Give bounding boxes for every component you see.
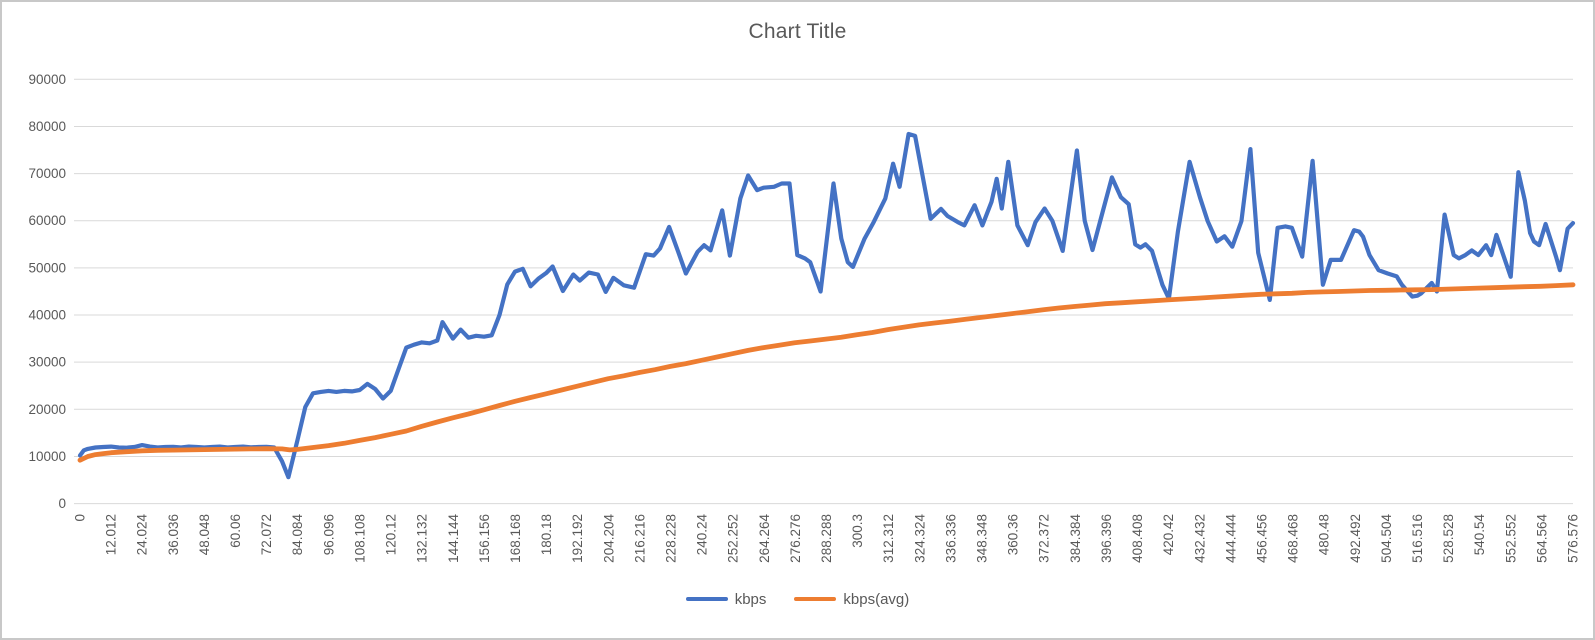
series-line-kbps	[77, 131, 1576, 480]
x-tick-label: 420.42	[1161, 514, 1176, 555]
x-tick-label: 360.36	[1006, 514, 1021, 555]
x-tick-label: 96.096	[321, 514, 336, 555]
x-tick-label: 336.336	[943, 514, 958, 563]
x-tick-label: 384.384	[1068, 514, 1083, 563]
x-tick-label: 396.396	[1099, 514, 1114, 563]
x-tick-label: 324.324	[912, 514, 927, 563]
x-tick-label: 288.288	[819, 514, 834, 563]
x-tick-label: 132.132	[415, 514, 430, 563]
x-tick-label: 48.048	[197, 514, 212, 555]
x-tick-label: 0	[73, 514, 88, 522]
y-tick-label: 60000	[28, 213, 66, 228]
chart-title: Chart Title	[748, 20, 847, 43]
x-tick-label: 540.54	[1472, 514, 1487, 556]
x-tick-label: 348.348	[975, 514, 990, 563]
x-tick-label: 72.072	[259, 514, 274, 555]
x-tick-label: 264.264	[757, 514, 772, 563]
y-tick-label: 80000	[28, 119, 66, 134]
y-tick-label: 90000	[28, 72, 66, 87]
legend-item-kbps: kbps	[685, 590, 767, 608]
x-tick-label: 480.48	[1317, 514, 1332, 555]
x-tick-label: 60.06	[228, 514, 243, 548]
x-tick-label: 552.552	[1503, 514, 1518, 563]
legend-item-kbps-avg: kbps(avg)	[794, 591, 909, 608]
x-tick-label: 312.312	[881, 514, 896, 563]
chart-legend: kbps kbps(avg)	[2, 586, 1593, 612]
y-tick-label: 20000	[28, 402, 66, 417]
legend-label-kbps: kbps	[734, 590, 767, 608]
x-tick-label: 252.252	[726, 514, 741, 563]
x-tick-label: 144.144	[446, 514, 461, 563]
x-tick-label: 528.528	[1441, 514, 1456, 563]
x-tick-label: 156.156	[477, 514, 492, 563]
x-tick-label: 36.036	[166, 514, 181, 555]
y-tick-label: 40000	[28, 308, 66, 323]
x-tick-label: 204.204	[601, 514, 616, 563]
y-tick-label: 70000	[28, 166, 66, 181]
x-tick-label: 228.228	[663, 514, 678, 563]
x-tick-label: 564.564	[1534, 514, 1549, 563]
kbps-avg-line-swatch-icon	[794, 596, 837, 602]
x-tick-label: 180.18	[539, 514, 554, 555]
legend-label-kbps-avg: kbps(avg)	[843, 590, 910, 608]
x-tick-label: 120.12	[384, 514, 399, 555]
x-tick-label: 192.192	[570, 514, 585, 563]
y-tick-label: 10000	[28, 449, 66, 464]
x-tick-label: 504.504	[1379, 514, 1394, 563]
x-tick-label: 300.3	[850, 514, 865, 548]
x-tick-label: 372.372	[1037, 514, 1052, 563]
x-tick-label: 468.468	[1286, 514, 1301, 563]
x-tick-label: 432.432	[1192, 514, 1207, 563]
x-tick-label: 24.024	[135, 514, 150, 556]
y-tick-label: 50000	[28, 260, 66, 275]
kbps-line-swatch-icon	[685, 596, 728, 602]
x-tick-label: 456.456	[1254, 514, 1269, 563]
x-tick-label: 168.168	[508, 514, 523, 563]
x-tick-label: 492.492	[1348, 514, 1363, 563]
series-line-kbps-avg-	[77, 282, 1576, 463]
x-tick-label: 84.084	[290, 514, 305, 556]
x-tick-label: 408.408	[1130, 514, 1145, 563]
y-tick-label: 0	[58, 496, 66, 511]
x-tick-label: 240.24	[695, 514, 710, 556]
y-tick-label: 30000	[28, 355, 66, 370]
x-tick-label: 108.108	[352, 514, 367, 563]
x-tick-label: 516.516	[1410, 514, 1425, 563]
x-tick-label: 216.216	[632, 514, 647, 563]
x-tick-label: 276.276	[788, 514, 803, 563]
x-tick-label: 444.444	[1223, 514, 1238, 563]
x-tick-label: 12.012	[104, 514, 119, 555]
x-tick-label: 576.576	[1566, 514, 1581, 563]
